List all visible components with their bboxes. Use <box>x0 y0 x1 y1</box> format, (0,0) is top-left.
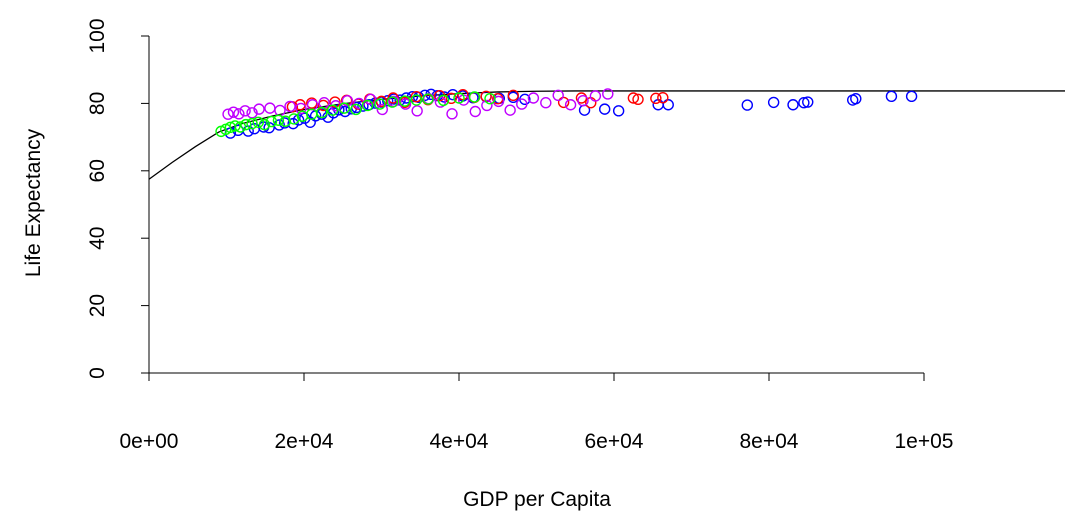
data-point <box>227 106 240 118</box>
data-point <box>552 89 564 102</box>
data-point <box>516 98 528 110</box>
data-point <box>233 108 245 120</box>
data-point <box>564 99 577 111</box>
data-point <box>577 95 589 107</box>
data-point <box>627 92 640 104</box>
x-tick-label: 0e+00 <box>120 430 179 453</box>
data-point <box>657 91 669 104</box>
data-point <box>527 92 540 104</box>
data-point <box>798 97 810 109</box>
y-tick-label: 20 <box>86 294 109 317</box>
y-tick-label: 80 <box>86 92 109 115</box>
x-tick-label: 8e+04 <box>740 430 799 453</box>
data-point <box>411 105 423 117</box>
data-point <box>374 98 386 110</box>
data-point <box>264 102 276 114</box>
data-point <box>338 102 350 114</box>
x-ticks: 0e+00 2e+04 4e+04 6e+04 8e+04 1e+05 <box>120 373 954 453</box>
data-point <box>272 114 285 126</box>
data-point <box>399 95 411 107</box>
axes-layer <box>148 36 924 374</box>
data-point <box>446 108 458 120</box>
data-point <box>457 88 469 101</box>
data-point <box>540 97 552 109</box>
data-point <box>341 95 354 107</box>
y-ticks: 0 20 40 60 80 100 <box>86 18 149 379</box>
data-point <box>376 103 388 116</box>
x-tick-label: 4e+04 <box>430 430 489 453</box>
data-point <box>662 99 674 111</box>
data-point <box>453 92 465 104</box>
y-tick-label: 0 <box>86 367 109 379</box>
data-point <box>246 107 258 119</box>
data-point <box>316 106 328 119</box>
data-point <box>504 104 516 116</box>
data-point <box>612 105 625 117</box>
data-point <box>599 103 611 115</box>
data-point <box>410 94 423 106</box>
y-tick-label: 60 <box>86 159 109 182</box>
data-point <box>885 90 898 103</box>
data-point <box>284 100 296 113</box>
data-point <box>469 105 481 118</box>
data-point <box>437 94 450 107</box>
data-point <box>229 120 241 132</box>
data-point <box>905 90 918 103</box>
y-axis-title: Life Expectancy <box>22 128 45 277</box>
x-tick-label: 1e+05 <box>895 430 954 453</box>
data-point <box>507 89 519 102</box>
data-point <box>361 99 374 112</box>
data-point <box>632 93 644 106</box>
data-point <box>246 117 258 130</box>
data-point <box>652 99 664 111</box>
data-point <box>557 96 570 109</box>
data-point <box>234 121 247 133</box>
data-point <box>295 102 307 115</box>
data-point <box>364 93 377 106</box>
data-point <box>445 92 457 105</box>
x-axis-title: GDP per Capita <box>463 488 611 511</box>
x-tick-label: 6e+04 <box>585 430 644 453</box>
data-point <box>602 88 614 100</box>
data-point <box>650 92 662 105</box>
data-point <box>240 118 252 131</box>
data-point <box>252 116 264 128</box>
points-layer <box>215 88 918 139</box>
data-point <box>222 108 234 120</box>
data-point <box>468 91 481 103</box>
data-point <box>239 105 251 117</box>
data-point <box>265 115 278 128</box>
data-point <box>802 96 814 108</box>
data-point <box>258 118 271 131</box>
data-point <box>279 115 292 127</box>
data-point <box>481 99 493 112</box>
data-point <box>410 90 423 103</box>
data-point <box>850 92 862 105</box>
y-tick-label: 100 <box>86 18 109 53</box>
data-point <box>787 99 799 111</box>
data-point <box>422 93 434 105</box>
data-point <box>326 104 339 116</box>
data-point <box>292 114 305 126</box>
x-tick-label: 2e+04 <box>275 430 334 453</box>
data-point <box>353 97 365 110</box>
data-point <box>484 92 496 105</box>
data-point <box>589 90 602 102</box>
data-point <box>253 103 265 115</box>
data-point <box>386 96 399 108</box>
data-point <box>350 103 362 116</box>
data-point <box>741 99 753 111</box>
y-tick-label: 40 <box>86 227 109 250</box>
data-point <box>767 96 780 109</box>
